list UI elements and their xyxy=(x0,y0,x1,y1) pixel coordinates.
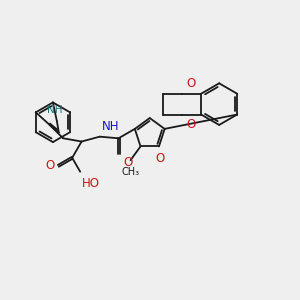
Text: O: O xyxy=(186,77,196,90)
Text: NH: NH xyxy=(102,120,119,133)
Text: O: O xyxy=(45,159,54,172)
Text: NH: NH xyxy=(47,105,63,115)
Text: O: O xyxy=(155,152,165,165)
Text: CH₃: CH₃ xyxy=(122,167,140,177)
Text: O: O xyxy=(124,156,133,169)
Text: HO: HO xyxy=(82,177,100,190)
Text: O: O xyxy=(186,118,196,131)
